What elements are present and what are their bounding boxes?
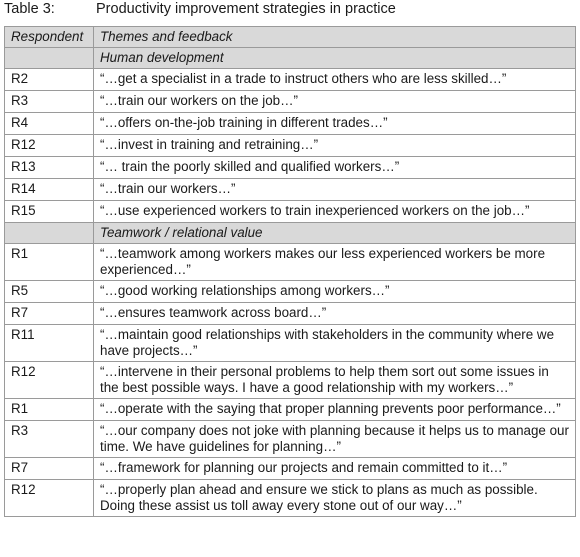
data-row: R7 “…framework for planning our projects … <box>4 457 576 480</box>
data-row: R2 “…get a specialist in a trade to instr… <box>4 68 576 91</box>
respondent-cell: R12 <box>4 134 94 157</box>
respondent-cell: R12 <box>4 479 94 517</box>
respondent-cell: R1 <box>4 243 94 281</box>
feedback-cell: “…operate with the saying that proper pl… <box>93 398 576 421</box>
caption: Table 3: Productivity improvement strateg… <box>4 0 396 20</box>
data-row: R1 “…teamwork among workers makes our les… <box>4 243 576 281</box>
feedback-cell: “…ensures teamwork across board…” <box>93 302 576 325</box>
feedback-cell: “…offers on-the-job training in differen… <box>93 112 576 135</box>
feedback-cell: “… train the poorly skilled and qualifie… <box>93 156 576 179</box>
respondent-cell: R15 <box>4 200 94 223</box>
data-row: R14 “…train our workers…” <box>4 178 576 201</box>
feedback-cell: “…our company does not joke with plannin… <box>93 420 576 458</box>
feedback-cell: “…invest in training and retraining…” <box>93 134 576 157</box>
respondent-cell: R12 <box>4 361 94 399</box>
respondent-cell: R7 <box>4 302 94 325</box>
section-spacer <box>4 222 94 244</box>
feedback-cell: “…good working relationships among worke… <box>93 280 576 303</box>
section-title: Teamwork / relational value <box>93 222 576 244</box>
data-row: R13 “… train the poorly skilled and quali… <box>4 156 576 179</box>
respondent-cell: R5 <box>4 280 94 303</box>
respondent-cell: R2 <box>4 68 94 91</box>
respondent-cell: R3 <box>4 90 94 113</box>
data-row: R11 “…maintain good relationships with st… <box>4 324 576 362</box>
section-spacer <box>4 47 94 69</box>
feedback-cell: “…properly plan ahead and ensure we stic… <box>93 479 576 517</box>
respondent-cell: R4 <box>4 112 94 135</box>
feedback-cell: “…intervene in their personal problems t… <box>93 361 576 399</box>
data-row: R12 “…invest in training and retraining…” <box>4 134 576 157</box>
caption-title: Productivity improvement strategies in p… <box>96 1 396 17</box>
table: Respondent Themes and feedback Human dev… <box>4 26 576 517</box>
feedback-cell: “…teamwork among workers makes our less … <box>93 243 576 281</box>
respondent-cell: R3 <box>4 420 94 458</box>
feedback-cell: “…maintain good relationships with stake… <box>93 324 576 362</box>
feedback-cell: “…use experienced workers to train inexp… <box>93 200 576 223</box>
table-body: Respondent Themes and feedback Human dev… <box>4 26 576 517</box>
respondent-cell: R1 <box>4 398 94 421</box>
feedback-cell: “…train our workers on the job…” <box>93 90 576 113</box>
data-row: R5 “…good working relationships among wor… <box>4 280 576 303</box>
feedback-cell: “…get a specialist in a trade to instruc… <box>93 68 576 91</box>
header-cell: Themes and feedback <box>93 26 576 48</box>
data-row: R7 “…ensures teamwork across board…” <box>4 302 576 325</box>
section-row: Teamwork / relational value <box>4 222 576 244</box>
header-cell: Respondent <box>4 26 94 48</box>
feedback-cell: “…framework for planning our projects an… <box>93 457 576 480</box>
section-title: Human development <box>93 47 576 69</box>
respondent-cell: R14 <box>4 178 94 201</box>
caption-label: Table 3: <box>4 1 55 17</box>
data-row: R15 “…use experienced workers to train in… <box>4 200 576 223</box>
data-row: R12 “…properly plan ahead and ensure we s… <box>4 479 576 517</box>
respondent-cell: R7 <box>4 457 94 480</box>
header-row: Respondent Themes and feedback <box>4 26 576 48</box>
data-row: R12 “…intervene in their personal problem… <box>4 361 576 399</box>
data-row: R1 “…operate with the saying that proper … <box>4 398 576 421</box>
section-row: Human development <box>4 47 576 69</box>
data-row: R4 “…offers on-the-job training in differ… <box>4 112 576 135</box>
feedback-cell: “…train our workers…” <box>93 178 576 201</box>
respondent-cell: R11 <box>4 324 94 362</box>
respondent-cell: R13 <box>4 156 94 179</box>
data-row: R3 “…train our workers on the job…” <box>4 90 576 113</box>
data-row: R3 “…our company does not joke with plann… <box>4 420 576 458</box>
